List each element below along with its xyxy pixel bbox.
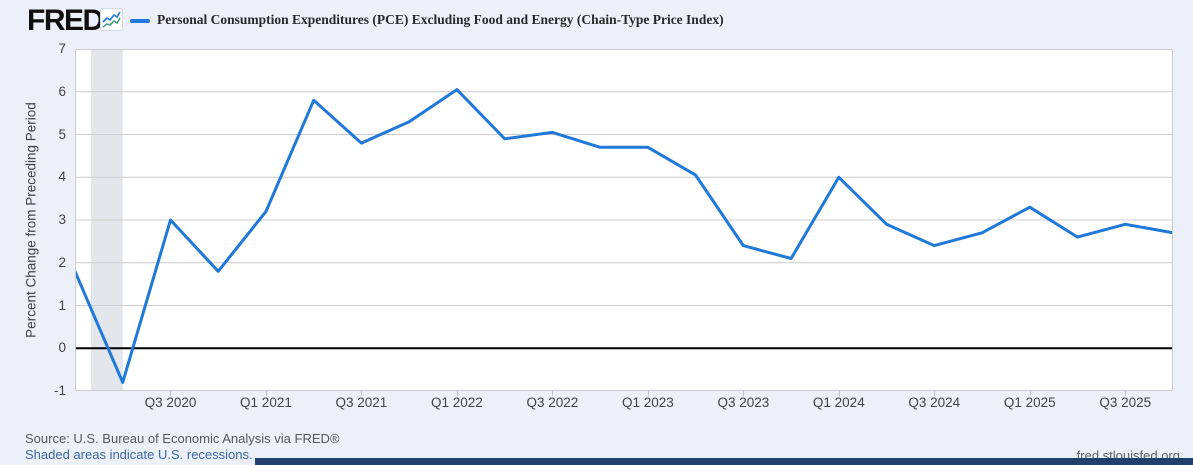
x-tick-mark	[1029, 391, 1031, 396]
y-tick-label: 0	[58, 340, 66, 356]
x-tick-mark	[361, 391, 363, 396]
x-tick-label: Q1 2024	[812, 395, 865, 410]
source-text: Source: U.S. Bureau of Economic Analysis…	[25, 431, 340, 446]
data-line	[75, 88, 1173, 384]
y-tick-label: 3	[58, 212, 66, 227]
chart-header: FRED® Personal Consumption Expenditures …	[0, 0, 1193, 42]
y-tick-label: 4	[58, 169, 66, 185]
y-tick-label: 5	[58, 126, 66, 142]
x-tick-label: Q3 2025	[1099, 395, 1152, 410]
legend-line-swatch	[130, 19, 150, 23]
x-tick-mark	[647, 391, 649, 396]
fred-sparkline-icon	[100, 8, 123, 31]
x-tick-label: Q1 2025	[1003, 395, 1056, 410]
x-tick-mark	[934, 391, 936, 396]
x-tick-mark	[456, 391, 458, 396]
x-tick-label: Q3 2024	[908, 395, 961, 410]
series-title-link[interactable]: Personal Consumption Expenditures (PCE) …	[157, 12, 724, 27]
x-tick-mark	[838, 391, 840, 396]
plot-border	[75, 49, 1173, 391]
x-tick-label: Q3 2023	[717, 395, 770, 410]
x-tick-label: Q1 2023	[621, 395, 674, 410]
recession-note-link[interactable]: Shaded areas indicate U.S. recessions.	[25, 447, 253, 462]
x-tick-mark	[552, 391, 554, 396]
x-tick-label: Q3 2021	[335, 395, 388, 410]
y-tick-label: 6	[58, 83, 66, 99]
bottom-bar	[255, 458, 1193, 465]
y-tick-label: 2	[58, 254, 66, 270]
x-tick-mark	[265, 391, 267, 396]
x-tick-label: Q1 2022	[431, 395, 483, 410]
x-tick-mark	[1125, 391, 1127, 396]
fred-logo[interactable]: FRED®	[27, 4, 109, 38]
x-tick-label: Q1 2021	[240, 395, 292, 410]
y-tick-label: -1	[53, 383, 66, 398]
y-tick-label: 1	[58, 297, 66, 313]
y-tick-label: 7	[58, 41, 66, 56]
x-tick-mark	[170, 391, 172, 396]
fred-logo-text: FRED	[27, 4, 104, 37]
plot-area[interactable]	[75, 49, 1173, 391]
x-tick-label: Q3 2022	[526, 395, 579, 410]
x-tick-label: Q3 2020	[144, 395, 197, 410]
x-tick-mark	[743, 391, 745, 396]
